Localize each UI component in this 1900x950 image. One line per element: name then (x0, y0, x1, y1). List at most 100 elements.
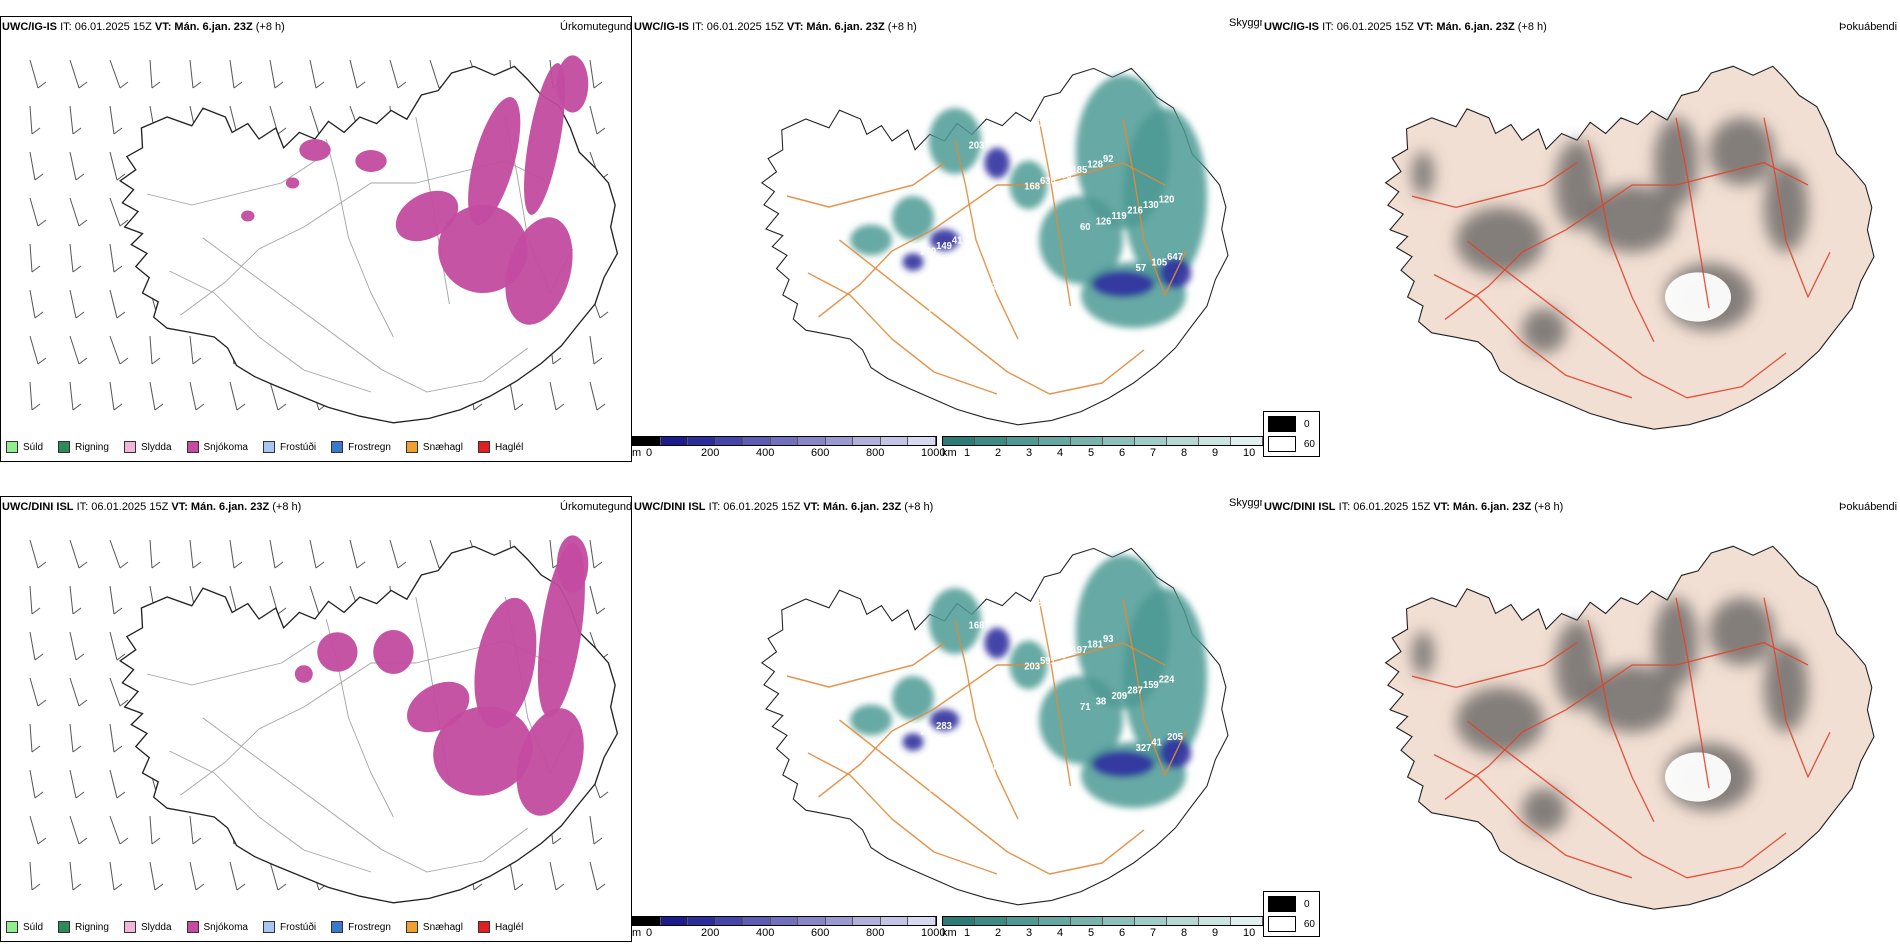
legend-item: Snæhagl (405, 921, 463, 933)
legend-item: Frostúði (262, 441, 316, 453)
colorbar-tick: 1 (964, 927, 971, 939)
fog-legend-label: 0 (1304, 418, 1310, 430)
legend-label: Frostúði (279, 921, 317, 933)
panel-title: UWC/IG-IS IT: 06.01.2025 15Z VT: Mán. 6.… (634, 21, 917, 33)
colorbar-cell (1039, 917, 1071, 925)
legend-swatch (58, 921, 71, 933)
colorbar-cell (880, 437, 909, 445)
colorbar-cell (798, 917, 826, 925)
panel-variable: Þokuábendi (1839, 501, 1898, 513)
legend-item: Haglél (477, 441, 524, 453)
fog-legend-label: 60 (1303, 918, 1315, 930)
colorbar-cell (688, 437, 716, 445)
colorbar-cell (1103, 917, 1135, 925)
colorbar-tick: 0 (646, 447, 653, 459)
legend-swatch (186, 441, 199, 453)
colorbar-cell (743, 437, 771, 445)
colorbar-cell (880, 917, 909, 925)
legend-label: Slydda (140, 441, 172, 453)
panel-title: UWC/IG-IS IT: 06.01.2025 15Z VT: Mán. 6.… (2, 21, 285, 33)
fog-swatch-dark (1268, 416, 1296, 432)
panel-variable: Skyggni (1229, 497, 1262, 509)
colorbar-tick: 5 (1088, 447, 1095, 459)
legend-swatch (262, 921, 275, 933)
fog-panel-1: UWC/IG-IS IT: 06.01.2025 15Z VT: Mán. 6.… (1262, 12, 1900, 462)
colorbar-cell (743, 917, 771, 925)
legend-label: Frostregn (348, 441, 391, 453)
legend-swatch (477, 441, 490, 453)
legend-item: Haglél (477, 921, 523, 933)
colorbar-cell (825, 917, 854, 925)
colorbar-unit: km (942, 927, 957, 939)
fog-legend-label: 60 (1303, 438, 1315, 450)
legend-item: Snjókoma (186, 441, 248, 453)
colorbar-unit: m (632, 447, 642, 459)
colorbar-cell (908, 917, 937, 925)
colorbar-tick: 5 (1088, 927, 1095, 939)
legend-label: Súld (23, 921, 44, 933)
legend-swatch (6, 441, 18, 453)
colorbar-cell (1231, 917, 1263, 925)
colorbar-tick: 2 (995, 927, 1002, 939)
legend-item: Súld (6, 441, 43, 453)
legend-label: Haglél (494, 441, 524, 453)
legend-item: Frostregn (331, 441, 391, 453)
colorbar-cell (943, 917, 975, 925)
colorbar-tick: 0 (646, 927, 653, 939)
fog-legend: 0 60 (1263, 411, 1320, 457)
panel-variable: Þokuábendi (1839, 21, 1898, 33)
colorbar-cell (1135, 917, 1167, 925)
legend-item: Snjókoma (186, 921, 248, 933)
panel-variable: Úrkomutegund (560, 21, 632, 33)
precip-type-panel-2: UWC/DINI ISL IT: 06.01.2025 15Z VT: Mán.… (0, 492, 632, 942)
panel-title: UWC/DINI ISL IT: 06.01.2025 15Z VT: Mán.… (1264, 501, 1564, 513)
legend-swatch (331, 441, 344, 453)
colorbar-cell (660, 437, 689, 445)
colorbar-cell (1167, 917, 1199, 925)
legend-swatch (331, 921, 344, 933)
fog-legend: 0 60 (1263, 891, 1320, 937)
colorbar-cell (1199, 437, 1231, 445)
colorbar-cell (1071, 917, 1103, 925)
colorbar-cell (908, 437, 937, 445)
colorbar-tick: 400 (756, 447, 775, 459)
colorbar-tick: 200 (701, 447, 720, 459)
legend-item: Slydda (123, 921, 172, 933)
colorbar-cell (798, 437, 826, 445)
precip-legend: Súld Rigning Slydda Snjókoma Frostúði Frostre… (6, 441, 538, 453)
cloudbase-colorbar: m 0 200 400 600 800 1000 (632, 916, 945, 940)
colorbar-cell (1231, 437, 1263, 445)
panel-title: UWC/IG-IS IT: 06.01.2025 15Z VT: Mán. 6.… (1264, 21, 1547, 33)
colorbar-cell (853, 917, 881, 925)
fog-swatch-light (1268, 436, 1296, 452)
legend-label: Snjókoma (203, 441, 248, 453)
colorbar-cell (1007, 437, 1039, 445)
colorbar-cell (633, 917, 661, 925)
legend-swatch (123, 441, 136, 453)
colorbar-cell (770, 917, 799, 925)
colorbar-cell (1199, 917, 1231, 925)
cloudbase-colorbar: m 0 200 400 600 800 1000 (632, 436, 945, 460)
colorbar-tick: 9 (1212, 927, 1219, 939)
colorbar-cell (1007, 917, 1039, 925)
colorbar-tick: 7 (1150, 447, 1157, 459)
legend-item: Slydda (123, 441, 172, 453)
legend-swatch (58, 441, 71, 453)
colorbar-tick: 600 (811, 447, 830, 459)
colorbar-tick: 2 (995, 447, 1002, 459)
legend-swatch (186, 921, 199, 933)
legend-item: Rigning (58, 441, 109, 453)
legend-swatch (477, 921, 490, 933)
colorbar-cell (853, 437, 881, 445)
colorbar-tick: 1 (964, 447, 971, 459)
panel-title: UWC/DINI ISL IT: 06.01.2025 15Z VT: Mán.… (2, 501, 302, 513)
colorbar-tick: 10 (1243, 447, 1256, 459)
colorbar-cell (1167, 437, 1199, 445)
legend-label: Súld (23, 441, 44, 453)
colorbar-tick: 10 (1243, 927, 1256, 939)
colorbar-cell (975, 437, 1007, 445)
colorbar-cell (688, 917, 716, 925)
colorbar-cell (1135, 437, 1167, 445)
colorbar-cell (660, 917, 689, 925)
fog-swatch-light (1268, 916, 1296, 932)
